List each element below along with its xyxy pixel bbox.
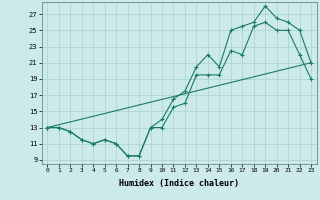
X-axis label: Humidex (Indice chaleur): Humidex (Indice chaleur) — [119, 179, 239, 188]
